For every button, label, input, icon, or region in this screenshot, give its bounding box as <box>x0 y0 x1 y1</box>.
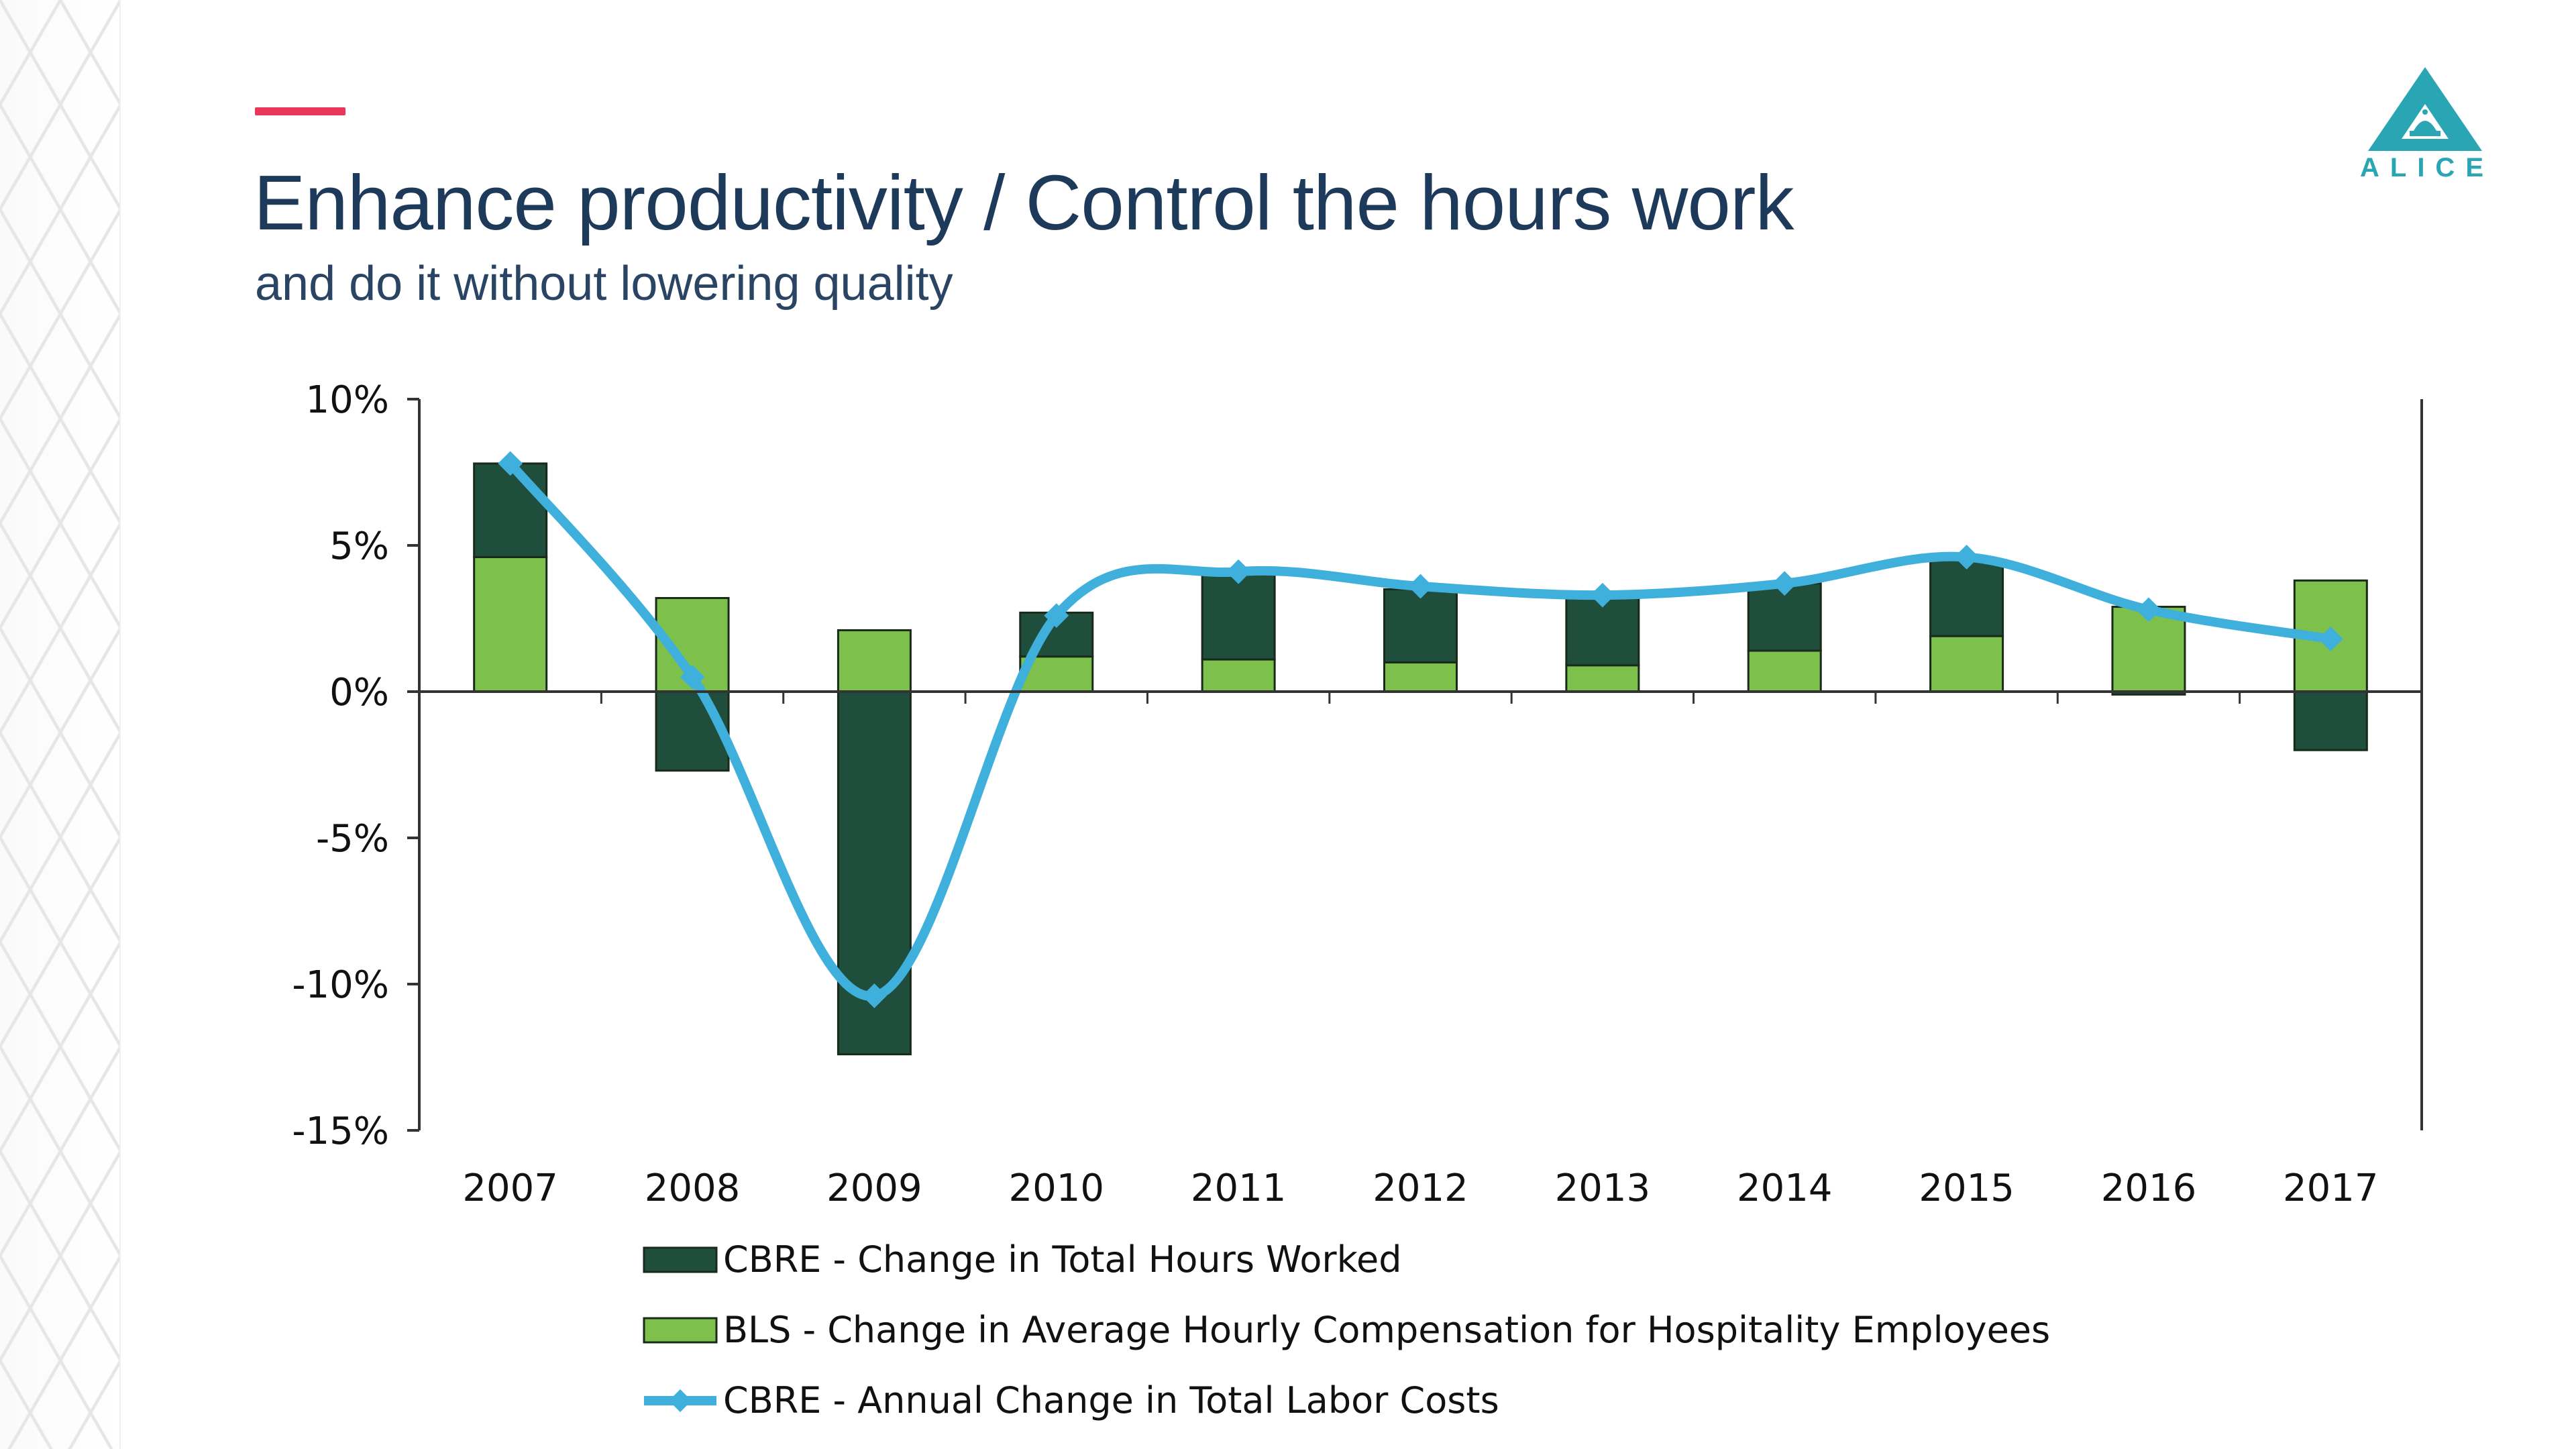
legend-swatch <box>643 1246 718 1273</box>
x-tick-label: 2007 <box>462 1167 558 1210</box>
x-tick-label: 2012 <box>1373 1167 1468 1210</box>
x-tick-label: 2009 <box>826 1167 922 1210</box>
slide-subtitle: and do it without lowering quality <box>255 257 953 311</box>
bar-cbre-hours <box>2293 690 2368 751</box>
y-tick-label: -5% <box>316 817 389 861</box>
bar-bls-compensation <box>1929 635 2004 693</box>
legend-label: CBRE - Annual Change in Total Labor Cost… <box>723 1379 1499 1421</box>
x-tick-label: 2017 <box>2283 1167 2379 1210</box>
bar-bls-compensation <box>837 629 912 693</box>
title-accent-bar <box>255 107 345 115</box>
legend-swatch <box>643 1317 718 1344</box>
y-tick-label: -15% <box>292 1110 389 1153</box>
labor-cost-point <box>1044 603 1069 629</box>
x-tick-label: 2013 <box>1555 1167 1651 1210</box>
bar-cbre-hours <box>1929 559 2004 637</box>
labor-cost-point <box>2136 597 2161 623</box>
bar-bls-compensation <box>1201 658 1276 693</box>
x-tick-label: 2011 <box>1191 1167 1287 1210</box>
slide-title: Enhance productivity / Control the hours… <box>254 159 1794 246</box>
legend-marker <box>669 1389 692 1412</box>
bar-bls-compensation <box>1747 649 1822 693</box>
bar-bls-compensation <box>473 555 548 693</box>
labor-cost-point <box>1772 571 1797 596</box>
x-tick-label: 2015 <box>1919 1167 2015 1210</box>
bar-cbre-hours <box>1565 596 1640 667</box>
labor-cost-point <box>1226 559 1251 584</box>
legend-label: BLS - Change in Average Hourly Compensat… <box>723 1309 2050 1351</box>
logo-text: ALICE <box>2360 153 2494 182</box>
x-tick-label: 2016 <box>2101 1167 2197 1210</box>
bell-a-icon <box>2368 67 2482 151</box>
y-tick-label: 10% <box>306 378 389 422</box>
labor-cost-chart: 10% 5% 0% -5% -10% -15% 2007 2008 2009 2010 2011 20… <box>292 378 2423 1421</box>
labor-cost-line <box>505 458 2336 1001</box>
y-tick-label: -10% <box>292 963 389 1007</box>
bar-bls-compensation <box>1383 661 1458 693</box>
y-tick-label: 0% <box>329 671 389 714</box>
x-tick-label: 2010 <box>1009 1167 1105 1210</box>
x-tick-label: 2008 <box>645 1167 741 1210</box>
side-pattern-decoration <box>0 0 121 1449</box>
bar-cbre-hours <box>473 462 548 558</box>
labor-cost-point <box>1954 545 1979 570</box>
bar-cbre-hours <box>1201 574 1276 661</box>
legend-label: CBRE - Change in Total Hours Worked <box>723 1238 1401 1281</box>
x-tick-label: 2014 <box>1737 1167 1833 1210</box>
labor-cost-point <box>498 451 523 476</box>
bar-bls-compensation <box>1565 664 1640 693</box>
bar-cbre-hours <box>1383 588 1458 663</box>
labor-cost-point <box>1408 574 1433 599</box>
y-tick-label: 5% <box>329 525 389 568</box>
labor-cost-point <box>2318 627 2343 651</box>
